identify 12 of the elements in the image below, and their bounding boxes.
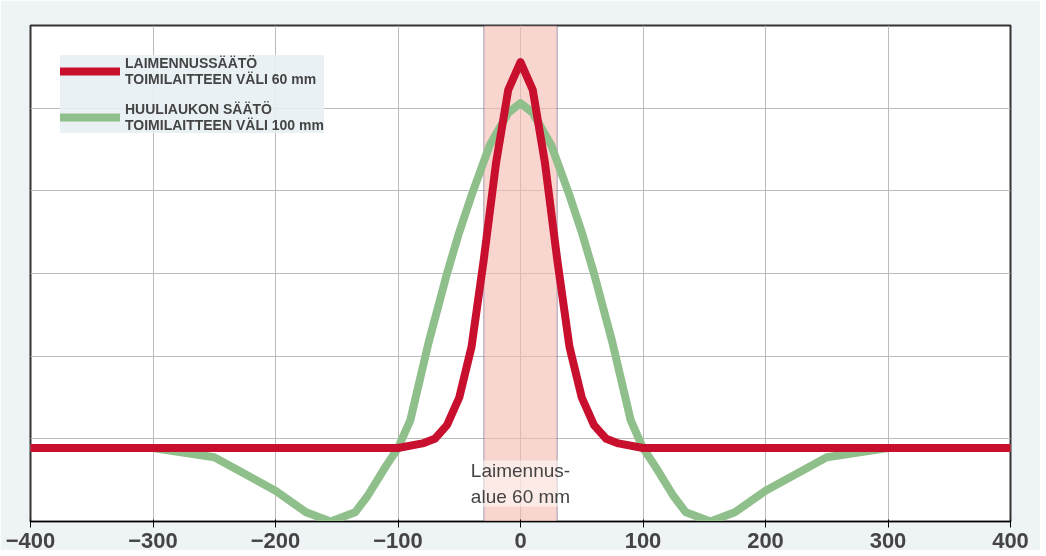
x-tick-label: −300 bbox=[128, 527, 178, 553]
band-label: Laimennus- alue 60 mm bbox=[470, 460, 571, 507]
x-tick-label: −400 bbox=[5, 527, 56, 553]
x-tick-label: −100 bbox=[373, 527, 423, 553]
x-tick-label: 0 bbox=[514, 527, 527, 553]
x-tick-label: 400 bbox=[992, 527, 1029, 553]
x-tick-label: 100 bbox=[624, 527, 662, 553]
x-tick-label: −200 bbox=[250, 527, 301, 553]
legend-label: LAIMENNUSSÄÄTÖ TOIMILAITTEEN VÄLI 60 mm bbox=[125, 55, 317, 87]
legend-label: HUULIAUKON SÄÄTÖ TOIMILAITTEEN VÄLI 100 mm bbox=[125, 101, 324, 133]
x-tick-label: 300 bbox=[869, 527, 907, 553]
x-tick-label: 200 bbox=[747, 527, 784, 553]
